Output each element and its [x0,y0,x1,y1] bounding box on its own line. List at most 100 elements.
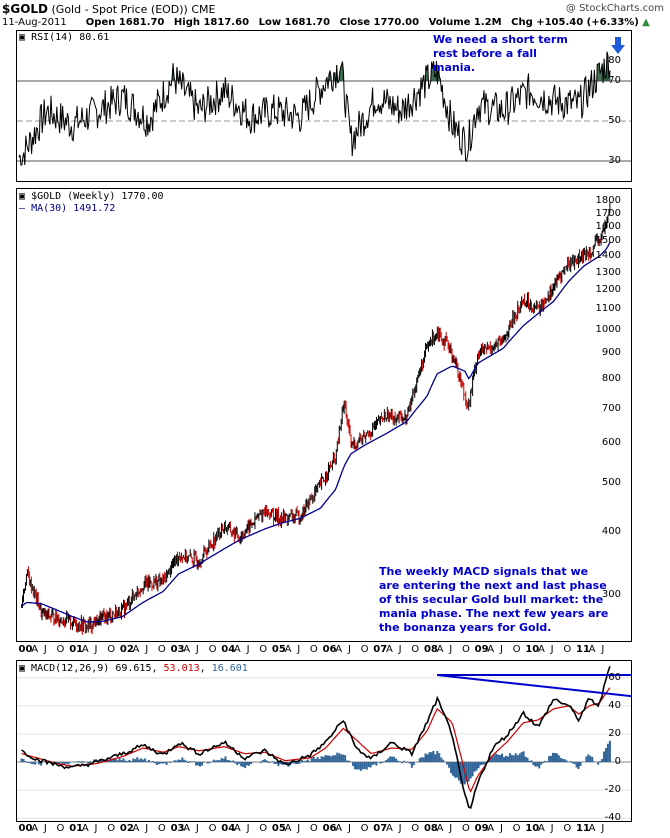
ma-line [21,242,611,623]
x-tick-label: J [398,823,402,834]
x-tick-label: J [550,823,554,834]
change: Chg +105.40 (+6.33%) [511,17,639,28]
macd-tick-label: 20 [608,727,621,739]
macd-tick-label: 60 [608,671,621,683]
x-tick-label: O [512,644,521,655]
down-arrow-icon [611,37,625,54]
x-tick-label: J [94,823,98,834]
rsi-label-text: RSI(14) 80.61 [31,32,110,43]
x-tick-label: O [411,823,420,834]
x-tick-label: 03 [170,823,185,834]
x-tick-label: A [183,644,191,655]
chart-title: $GOLD (Gold - Spot Price (EOD)) CME [2,2,215,16]
x-tick-label: O [56,823,65,834]
x-tick-label: 11 [575,823,590,834]
x-tick-label: A [385,823,393,834]
x-tick-label: A [132,823,140,834]
high: High 1817.60 [173,17,250,28]
rsi-panel: ▣ RSI(14) 80.61 We need a short term res… [16,30,632,182]
x-tick-label: A [487,823,495,834]
x-tick-label: J [246,644,250,655]
x-axis-top: 00 A J O 01 A J O 02 A J O 03 A J O 04 A J O 05 A J O 06 A J O 07 A J O… [16,644,630,658]
x-tick-label: O [208,823,217,834]
price-tick-label: 700 [601,402,621,414]
x-tick-label: O [360,823,369,834]
price-tick-label: 1300 [595,266,621,278]
watermark: @ StockCharts.com [565,3,664,14]
x-tick-label: A [233,644,241,655]
price-tick-label: 300 [601,588,621,600]
macd-tick-label: -20 [604,784,621,796]
ma-label-text: MA(30) 1491.72 [31,203,116,214]
open: Open 1681.70 [85,17,165,28]
x-tick-label: O [157,644,166,655]
quote-row: 11-Aug-2011 Open 1681.70 High 1817.60 Lo… [2,17,650,28]
ma-label: ― MA(30) 1491.72 [19,203,115,214]
x-tick-label: O [461,644,470,655]
x-tick-label: 01 [69,823,84,834]
x-tick-label: 08 [423,823,438,834]
macd-tick-label: 0 [614,756,621,768]
signal-value: 53.013 [163,663,200,674]
x-tick-label: A [588,823,596,834]
macd-line [21,666,611,810]
x-tick-label: J [94,644,98,655]
macd-tick-label: 40 [608,699,621,711]
x-tick-label: O [512,823,521,834]
price-tick-label: 900 [601,347,621,359]
x-tick-label: O [107,644,116,655]
x-tick-label: J [347,644,351,655]
x-tick-label: A [183,823,191,834]
x-tick-label: 00 [18,823,33,834]
x-tick-label: O [411,644,420,655]
x-tick-label: J [398,644,402,655]
x-tick-label: 04 [221,644,236,655]
rsi-tick-label: 70 [608,75,621,86]
price-tick-label: 1600 [595,220,621,232]
up-triangle-icon: ▲ [642,17,650,28]
x-tick-label: J [43,644,47,655]
x-tick-label: 05 [271,823,286,834]
x-tick-label: J [195,823,199,834]
rsi-icon: ▣ [19,32,26,43]
x-tick-label: 01 [69,644,84,655]
price-tick-label: 1200 [595,284,621,296]
macd-icon: ▣ [19,663,26,674]
price-tick-label: 1000 [595,324,621,336]
x-tick-label: J [145,644,149,655]
x-tick-label: O [563,823,572,834]
x-tick-label: 05 [271,644,286,655]
x-tick-label: J [297,644,301,655]
x-tick-label: 02 [119,644,134,655]
price-tick-label: 1700 [595,207,621,219]
x-tick-label: A [537,823,545,834]
x-tick-label: 06 [322,644,337,655]
price-tick-label: 600 [601,436,621,448]
exchange: CME [191,3,216,16]
price-label: ▣ $GOLD (Weekly) 1770.00 [19,191,164,202]
macd-panel: ▣ MACD(12,26,9) 69.615, 53.013, 16.601 -… [16,660,632,823]
close: Close 1770.00 [339,17,420,28]
x-tick-label: O [309,644,318,655]
symbol: $GOLD [2,2,49,16]
rsi-tick-label: 30 [608,155,621,166]
x-tick-label: O [56,644,65,655]
x-tick-label: 08 [423,644,438,655]
x-tick-label: O [309,823,318,834]
x-tick-label: J [550,644,554,655]
price-tick-label: 500 [601,476,621,488]
volume: Volume 1.2M [428,17,502,28]
x-tick-label: 02 [119,823,134,834]
x-tick-label: 03 [170,644,185,655]
x-tick-label: O [563,644,572,655]
rsi-plot [17,51,631,166]
x-tick-label: J [195,644,199,655]
x-tick-label: 07 [373,644,388,655]
x-tick-label: J [499,644,503,655]
x-tick-label: J [43,823,47,834]
x-tick-label: A [385,644,393,655]
rsi-tick-label: 80 [608,55,621,66]
signal-line [21,687,611,793]
x-tick-label: O [461,823,470,834]
rsi-annotation: We need a short term rest before a fall … [433,33,568,74]
